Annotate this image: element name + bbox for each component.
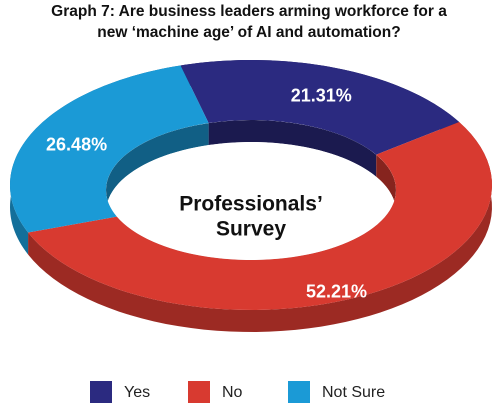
legend-label: Yes: [124, 384, 150, 401]
slice: [10, 65, 209, 233]
slice: [180, 60, 460, 155]
center-label: Professionals’: [179, 193, 323, 216]
legend-swatch: [90, 381, 112, 403]
chart-title: new ‘machine age’ of AI and automation?: [97, 24, 400, 41]
slice: [28, 121, 492, 310]
chart-title: Graph 7: Are business leaders arming wor…: [51, 3, 447, 20]
inner-side: [106, 123, 209, 239]
legend-swatch: [188, 381, 210, 403]
legend-swatch: [288, 381, 310, 403]
legend-label: Not Sure: [322, 384, 385, 401]
inner-side: [208, 120, 377, 177]
center-label: Survey: [216, 218, 286, 241]
value-label: 52.21%: [306, 282, 367, 302]
value-label: 26.48%: [46, 135, 107, 155]
value-label: 21.31%: [291, 85, 352, 105]
hole-floor: [106, 142, 396, 260]
legend-label: No: [222, 384, 243, 401]
